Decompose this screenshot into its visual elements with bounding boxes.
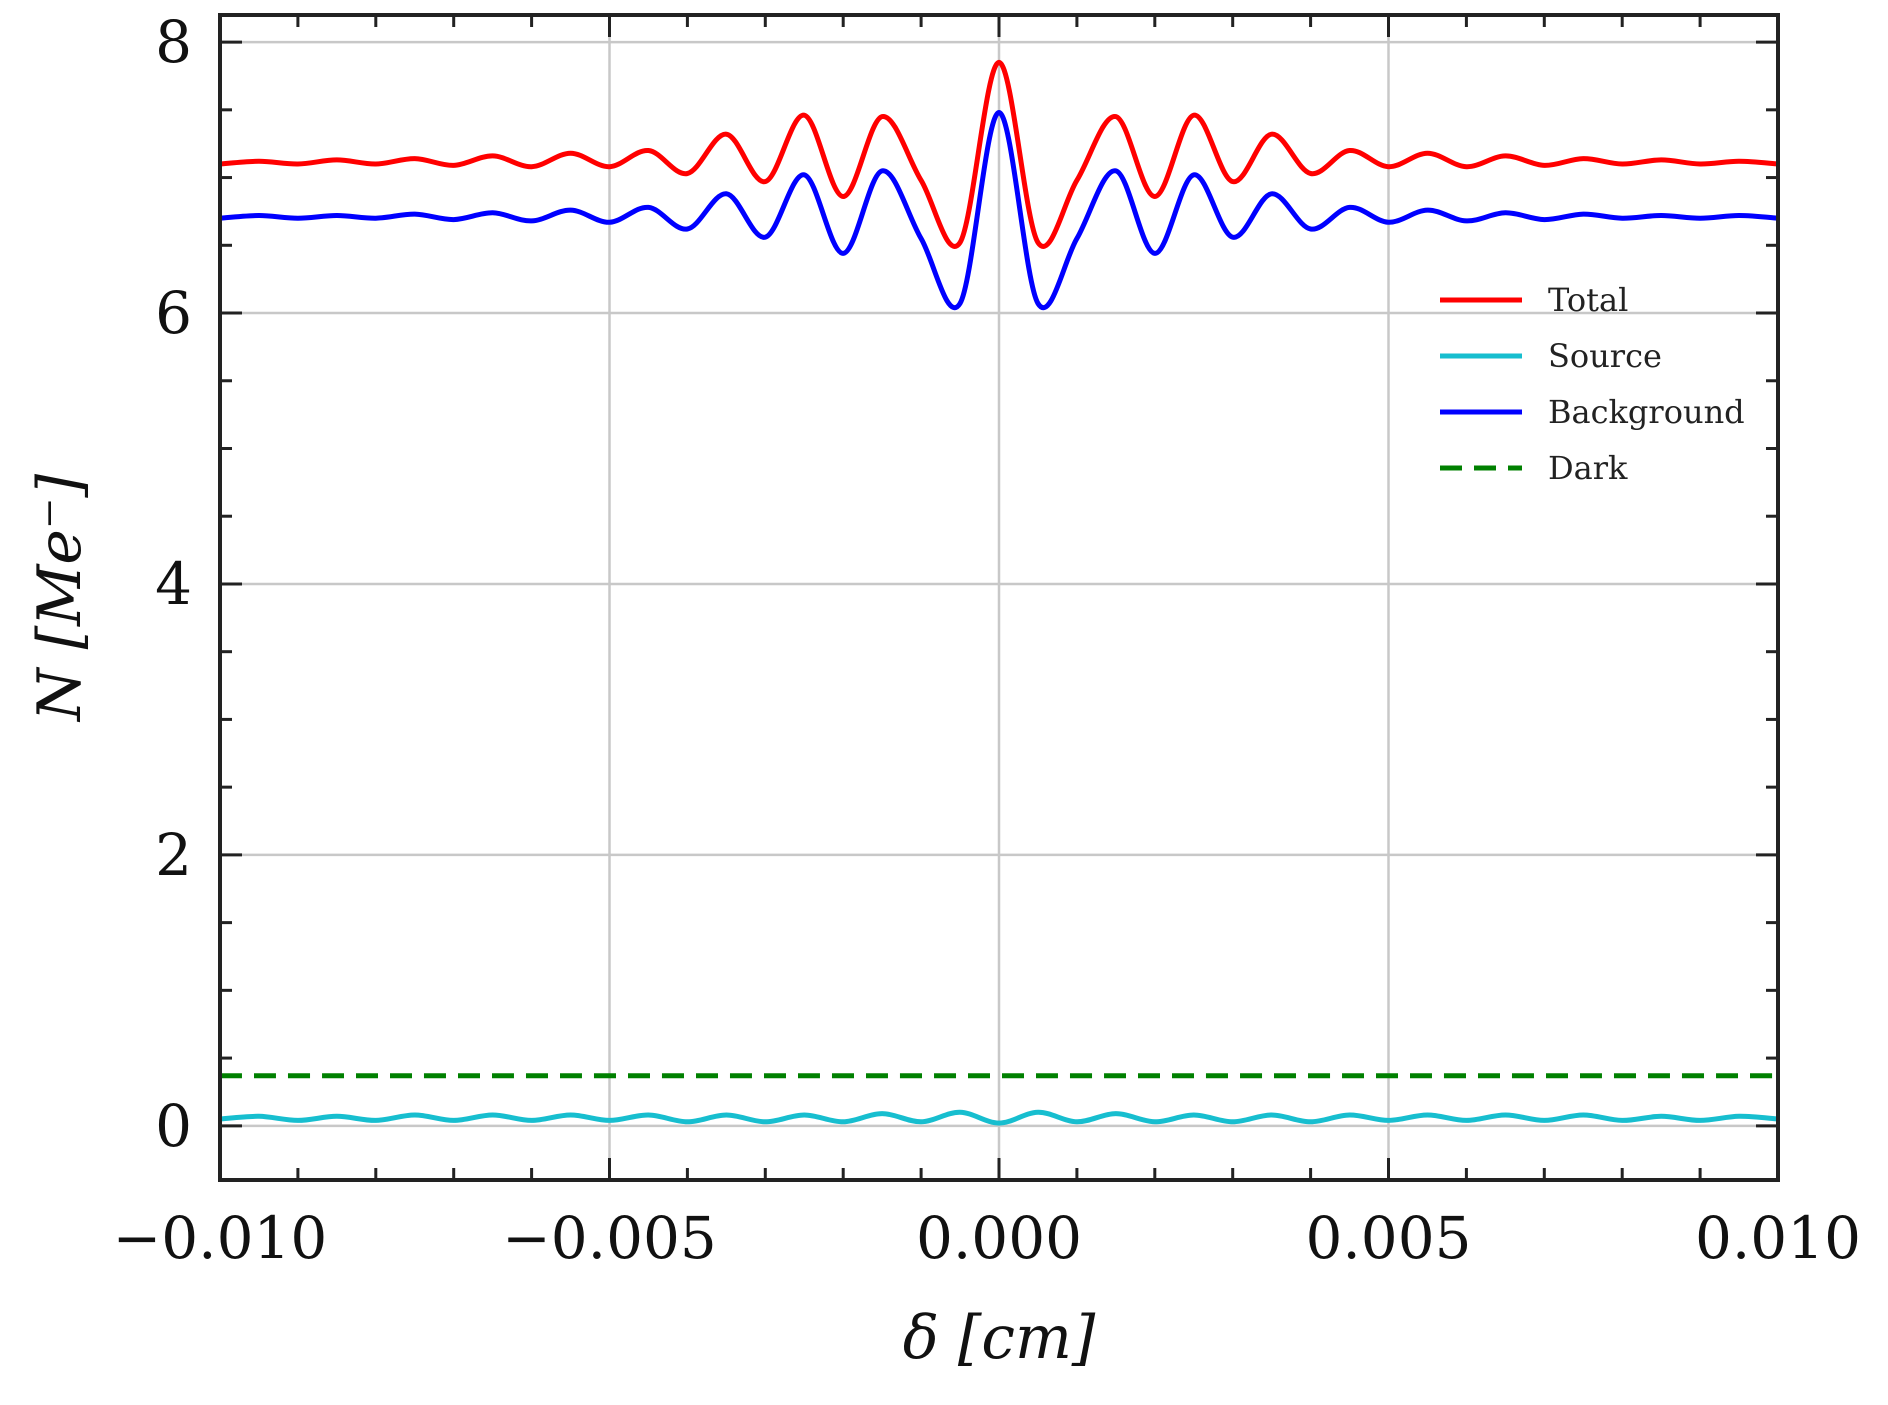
axis-ticks (218, 15, 1780, 1180)
x-tick-label: −0.010 (113, 1204, 328, 1272)
y-tick-label: 0 (155, 1092, 192, 1160)
legend-label-background: Background (1548, 393, 1745, 431)
y-tick-label: 4 (155, 550, 192, 618)
legend-label-source: Source (1548, 337, 1662, 375)
y-tick-label: 8 (155, 8, 192, 76)
x-tick-label: 0.010 (1695, 1204, 1861, 1272)
series-line-background (219, 110, 1779, 310)
grid-lines (218, 15, 1780, 1180)
x-tick-label: 0.005 (1305, 1204, 1471, 1272)
legend: Total Source Background Dark (1440, 281, 1745, 487)
series-line-total (219, 59, 1779, 249)
x-tick-label: 0.000 (916, 1204, 1082, 1272)
x-tick-label: −0.005 (502, 1204, 717, 1272)
series-lines (219, 59, 1779, 1126)
y-tick-label: 6 (155, 279, 192, 347)
x-axis-label: δ [cm] (903, 1303, 1096, 1373)
tick-labels: −0.010 −0.005 0.000 0.005 0.010 0 2 4 6 8 (113, 8, 1861, 1272)
legend-label-dark: Dark (1548, 449, 1628, 487)
legend-label-total: Total (1548, 281, 1628, 319)
y-tick-label: 2 (155, 821, 192, 889)
y-axis-label: N [Me⁻] (25, 473, 95, 723)
series-line-source (219, 1109, 1779, 1126)
